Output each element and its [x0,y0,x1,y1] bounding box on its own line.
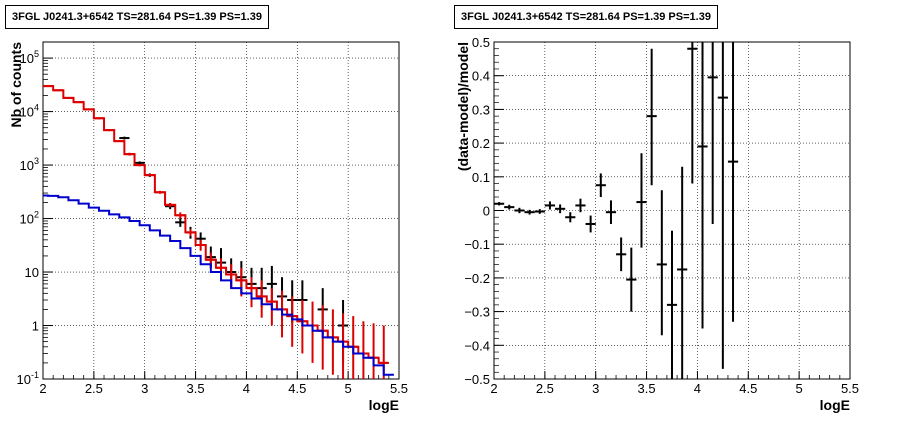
x-tick-label: 4 [243,381,250,396]
y-tick-label: 0.2 [472,136,490,151]
y-tick-label: 0 [483,204,490,219]
y-axis-label: Nb of counts [8,42,24,128]
y-axis-label: (data-model)/model [455,42,471,171]
left-panel: 2 2.5 3 3.5 4 4.5 5 5.5 logE 10-1 1 10 102 103 104 105 N… [5,5,408,413]
x-tick-label: 3 [592,381,599,396]
x-tick-label: 5.5 [841,381,859,396]
x-tick-label: 5.5 [390,381,408,396]
y-tick-label: 0.3 [472,102,490,117]
x-tick-label: 4.5 [739,381,757,396]
x-tick-label: 3.5 [638,381,656,396]
x-tick-label: 5 [796,381,803,396]
y-tick-label: 10 [25,265,39,280]
y-tick-label: 0.5 [472,35,490,50]
y-tick-label: 1 [32,319,39,334]
model-step-line [43,85,389,364]
y-tick-label: 105 [20,49,39,66]
y-tick-label: −0.2 [464,271,490,286]
x-tick-label: 2.5 [536,381,554,396]
x-tick-label: 3 [141,381,148,396]
y-tick-label: −0.4 [464,338,490,353]
x-tick-label: 3.5 [187,381,205,396]
y-tick-label: −0.1 [464,237,490,252]
y-tick-label: 0.1 [472,170,490,185]
y-tick-label: 103 [20,156,39,173]
x-tick-label: 4 [694,381,701,396]
x-tick-label: 2 [490,381,497,396]
y-tick-label: −0.3 [464,305,490,320]
y-tick-label: 104 [20,103,39,120]
x-axis-label: logE [369,397,399,413]
plot-frame [42,41,400,380]
y-tick-label: 102 [20,210,39,227]
y-tick-label: −0.5 [464,372,490,387]
left-chart-title: 3FGL J0241.3+6542 TS=281.64 PS=1.39 PS=1… [5,5,269,29]
x-axis-label: logE [820,397,850,413]
y-tick-label: 10-1 [17,370,39,387]
right-panel: 2 2.5 3 3.5 4 4.5 5 5.5 logE −0.5 −0.4 −0.3 −0.2 −0.1… [449,0,898,421]
y-tick-label: 0.4 [472,69,490,84]
x-tick-label: 2.5 [85,381,103,396]
x-tick-label: 5 [345,381,352,396]
model-step-line [43,194,394,376]
x-tick-label: 2 [39,381,46,396]
x-tick-label: 4.5 [288,381,306,396]
right-chart-title: 3FGL J0241.3+6542 TS=281.64 PS=1.39 PS=1… [454,5,718,29]
